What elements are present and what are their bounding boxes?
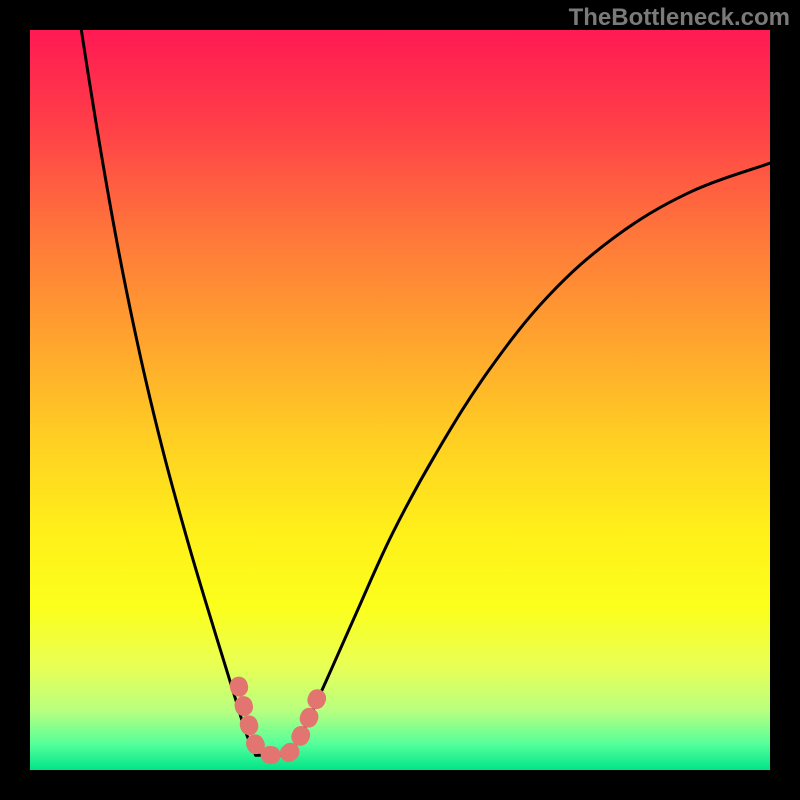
plot-area: [30, 30, 770, 770]
bottleneck-curve-svg: [30, 30, 770, 770]
highlight-beads-0: [239, 683, 323, 756]
curve-right-arm: [289, 163, 770, 755]
chart-frame: TheBottleneck.com: [0, 0, 800, 800]
watermark-text: TheBottleneck.com: [569, 4, 790, 32]
curve-left-arm: [74, 30, 255, 755]
